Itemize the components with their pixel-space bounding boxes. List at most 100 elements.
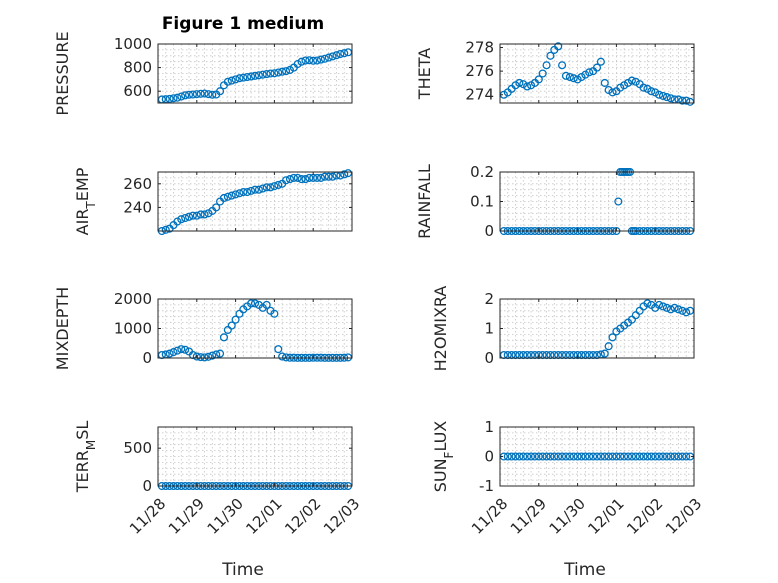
data-point bbox=[569, 452, 578, 461]
data-point bbox=[678, 452, 687, 461]
data-point bbox=[678, 306, 687, 315]
data-point bbox=[655, 300, 664, 309]
data-point bbox=[614, 197, 623, 206]
data-point bbox=[542, 61, 551, 70]
x-tick-label: 11/30 bbox=[546, 495, 589, 538]
data-point bbox=[674, 305, 683, 314]
data-point bbox=[666, 94, 675, 103]
data-point bbox=[530, 452, 539, 461]
y-axis-label: TERRMSL bbox=[73, 421, 98, 494]
x-tick-label: 11/30 bbox=[204, 495, 247, 538]
data-point bbox=[519, 452, 528, 461]
data-point bbox=[297, 57, 306, 66]
data-point bbox=[558, 61, 567, 70]
data-point bbox=[569, 74, 578, 83]
y-axis-label: PRESSURE bbox=[53, 31, 72, 115]
data-point bbox=[270, 182, 279, 191]
data-point bbox=[208, 90, 217, 99]
data-point bbox=[274, 68, 283, 77]
y-tick-label: 600 bbox=[123, 82, 152, 100]
x-tick-label: 11/29 bbox=[507, 495, 550, 538]
data-point bbox=[577, 452, 586, 461]
x-tick-label: 12/03 bbox=[320, 495, 363, 538]
data-point bbox=[554, 452, 563, 461]
data-point bbox=[254, 71, 263, 80]
data-point bbox=[662, 452, 671, 461]
x-tick-label: 12/01 bbox=[242, 495, 285, 538]
data-point bbox=[177, 345, 186, 354]
data-point bbox=[239, 73, 248, 82]
data-point bbox=[682, 96, 691, 105]
data-point bbox=[658, 302, 668, 311]
data-point bbox=[223, 192, 232, 201]
data-point bbox=[254, 185, 263, 194]
data-point bbox=[627, 452, 636, 461]
grid bbox=[158, 427, 352, 486]
data-point bbox=[651, 452, 660, 461]
data-point bbox=[546, 452, 555, 461]
y-tick-label: -1 bbox=[479, 477, 494, 495]
data-point bbox=[565, 72, 574, 82]
data-point bbox=[250, 185, 260, 194]
data-point bbox=[313, 173, 322, 182]
data-point bbox=[274, 180, 283, 190]
subplot-rainfall: 0 0.1 0.2 RAINFALL bbox=[415, 163, 695, 240]
data-point bbox=[184, 90, 194, 99]
data-point bbox=[216, 349, 225, 358]
data-point bbox=[554, 42, 563, 51]
data-point bbox=[181, 213, 190, 223]
data-point bbox=[631, 311, 640, 320]
data-point bbox=[600, 78, 609, 87]
data-point bbox=[305, 173, 314, 182]
data-point bbox=[266, 69, 275, 78]
data-point bbox=[192, 211, 201, 220]
data-point bbox=[316, 173, 326, 182]
data-point bbox=[565, 452, 574, 461]
data-point bbox=[258, 70, 267, 79]
x-tick-label: 12/02 bbox=[281, 495, 324, 538]
data-point bbox=[278, 352, 287, 361]
data-point bbox=[542, 452, 551, 461]
series-markers bbox=[499, 452, 695, 461]
grid bbox=[158, 44, 352, 103]
y-tick-label: 260 bbox=[123, 175, 152, 193]
data-point bbox=[561, 71, 571, 80]
data-point bbox=[181, 345, 190, 354]
data-point bbox=[620, 452, 629, 461]
data-point bbox=[608, 333, 617, 342]
data-point bbox=[289, 173, 298, 182]
data-point bbox=[196, 210, 205, 219]
data-point bbox=[313, 56, 322, 65]
data-point bbox=[643, 452, 652, 461]
data-point bbox=[538, 452, 547, 461]
data-point bbox=[678, 96, 687, 105]
data-point bbox=[538, 69, 547, 78]
data-point bbox=[592, 452, 602, 461]
data-point bbox=[258, 184, 267, 193]
axes-frame bbox=[157, 43, 353, 104]
data-point bbox=[173, 346, 182, 355]
x-tick-label: 11/28 bbox=[468, 495, 511, 538]
data-point bbox=[223, 77, 232, 86]
data-point bbox=[600, 452, 609, 461]
data-point bbox=[515, 78, 524, 87]
data-point bbox=[523, 452, 532, 461]
data-point bbox=[635, 452, 644, 461]
subplot-theta: 274 276 278 THETA bbox=[415, 39, 695, 106]
data-point bbox=[250, 71, 260, 80]
x-tick-label: 11/29 bbox=[165, 495, 208, 538]
y-tick-label: 0 bbox=[484, 349, 494, 367]
data-point bbox=[274, 345, 283, 354]
data-point bbox=[328, 172, 337, 181]
y-tick-label: 240 bbox=[123, 198, 152, 216]
data-point bbox=[281, 176, 291, 185]
x-tick-label: 12/02 bbox=[623, 495, 666, 538]
data-point bbox=[643, 299, 652, 308]
x-axis-label-right: Time bbox=[563, 560, 606, 580]
data-point bbox=[285, 175, 294, 184]
data-point bbox=[204, 352, 213, 361]
data-point bbox=[243, 72, 252, 82]
data-point bbox=[192, 352, 201, 361]
data-point bbox=[585, 68, 594, 77]
